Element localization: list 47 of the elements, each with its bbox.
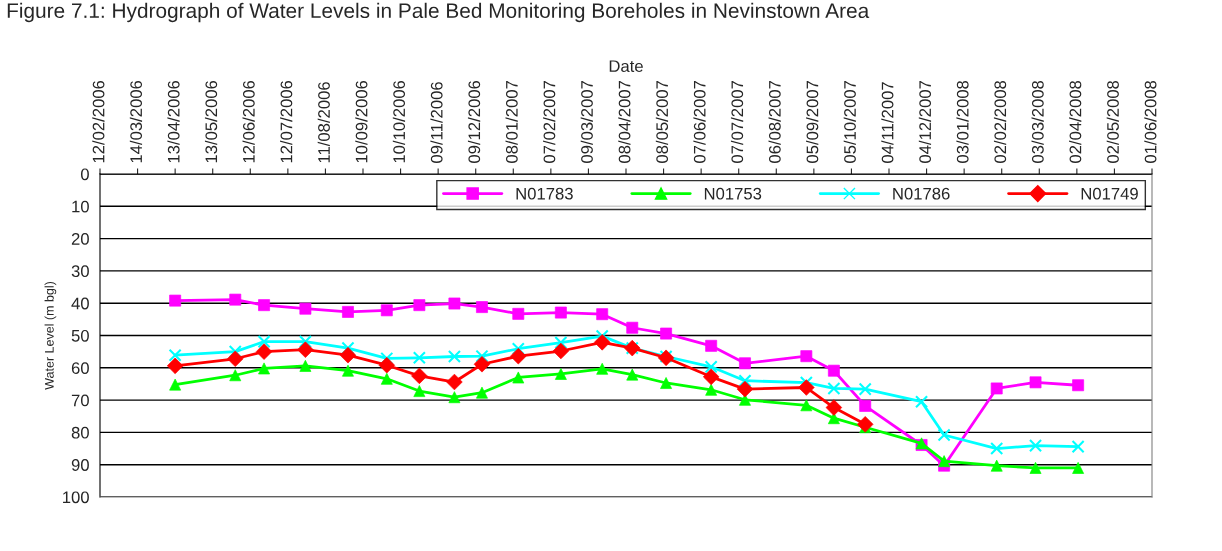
x-tick-label: 10/10/2006	[392, 80, 406, 163]
x-tick-label: 13/05/2006	[204, 80, 218, 163]
x-tick-label: 12/06/2006	[242, 80, 255, 163]
x-tick-label: 02/05/2008	[1106, 80, 1119, 163]
x-tick-label: 07/07/2007	[730, 81, 744, 163]
x-tick-label: 04/11/2007	[881, 82, 894, 163]
x-tick-label: 05/09/2007	[806, 81, 819, 163]
legend-label: N01749	[1081, 187, 1138, 200]
x-tick-label: 08/05/2007	[655, 81, 669, 163]
y-tick-label: 10	[72, 200, 89, 213]
y-tick-label: 30	[71, 265, 89, 278]
x-tick-label: 13/04/2006	[167, 80, 180, 163]
y-tick-label: 90	[71, 459, 89, 471]
x-tick-label: 07/06/2007	[693, 81, 706, 163]
x-tick-label: 12/07/2006	[280, 80, 293, 163]
y-tick-label: 20	[71, 233, 89, 245]
y-tick-label: 60	[71, 362, 89, 374]
y-axis-title: Water Level (m bgl)	[44, 281, 57, 390]
x-axis-title: Date	[609, 60, 643, 73]
x-tick-label: 06/08/2007	[768, 81, 781, 163]
legend-label: N01783	[516, 187, 573, 200]
x-tick-label: 02/02/2008	[993, 80, 1007, 163]
x-tick-label: 01/06/2008	[1144, 80, 1157, 163]
y-tick-label: 80	[71, 426, 89, 439]
legend-label: N01753	[704, 187, 762, 200]
y-tick-label: 70	[71, 394, 89, 407]
x-tick-label: 04/12/2007	[918, 81, 932, 163]
x-tick-label: 03/03/2008	[1031, 80, 1044, 163]
y-tick-label: 50	[71, 329, 89, 342]
x-tick-label: 14/03/2006	[129, 80, 143, 163]
y-tick-label: 40	[71, 297, 89, 310]
y-tick-label: 0	[80, 168, 89, 181]
x-tick-label: 02/04/2008	[1069, 80, 1082, 163]
x-tick-label: 11/08/2006	[317, 82, 330, 163]
x-tick-label: 10/09/2006	[355, 80, 368, 163]
x-tick-label: 03/01/2008	[956, 80, 969, 163]
x-tick-label: 07/02/2007	[543, 81, 556, 163]
x-tick-label: 05/10/2007	[843, 81, 856, 163]
chart-title: Figure 7.1: Hydrograph of Water Levels in Pale Bed Monitoring Boreholes in Nevinstown Area	[7, 2, 870, 23]
x-tick-label: 12/02/2006	[92, 80, 105, 163]
x-tick-label: 08/04/2007	[618, 81, 631, 163]
y-tick-label: 100	[63, 491, 89, 504]
x-tick-label: 08/01/2007	[505, 81, 518, 163]
x-tick-label: 09/12/2006	[467, 80, 481, 163]
x-tick-label: 09/03/2007	[580, 81, 593, 163]
x-tick-label: 09/11/2006	[430, 82, 443, 163]
legend-label: N01786	[893, 187, 950, 200]
